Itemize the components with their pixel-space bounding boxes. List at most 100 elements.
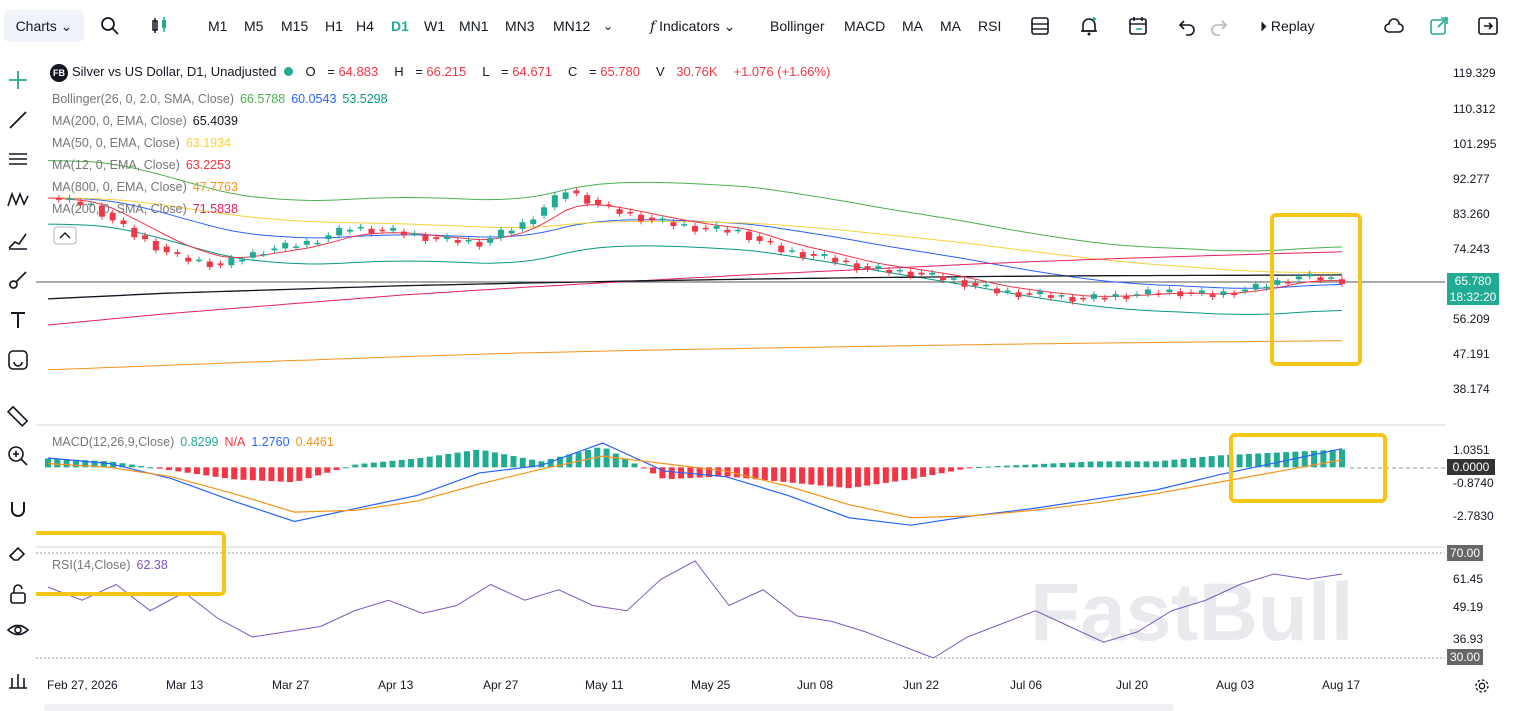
undo-icon[interactable] (1175, 14, 1199, 38)
charts-menu-button[interactable]: Charts ⌄ (4, 10, 84, 42)
candle-type-icon[interactable] (148, 14, 172, 38)
brush-icon[interactable] (6, 268, 30, 292)
macd-histogram-bar (1283, 452, 1290, 468)
macd-histogram-bar (622, 458, 629, 468)
chevron-down-icon[interactable]: ⌄ (603, 19, 614, 33)
shortcut-bollinger[interactable]: Bollinger (770, 18, 825, 34)
macd-histogram-bar (929, 467, 936, 476)
pattern-icon[interactable] (6, 188, 30, 212)
emoji-icon[interactable] (6, 348, 30, 372)
timeframe-m15[interactable]: M15 (281, 18, 309, 34)
indicators-button[interactable]: f Indicators ⌄ (650, 18, 736, 35)
timeframe-w1[interactable]: W1 (424, 18, 445, 34)
candle-body (228, 257, 235, 266)
redo-icon[interactable] (1207, 14, 1231, 38)
timeframe-mn1[interactable]: MN1 (459, 18, 489, 34)
price-axis[interactable]: 119.329 110.312 101.295 92.277 83.260 74… (1445, 52, 1513, 704)
symbol-title[interactable]: Silver vs US Dollar, D1, Unadjusted (72, 64, 277, 79)
bollinger-basis (47, 197, 1343, 289)
candle-body (260, 254, 267, 256)
macd-histogram-bar (799, 467, 806, 484)
shortcut-macd[interactable]: MACD (844, 18, 886, 34)
timeframe-h1[interactable]: H1 (325, 18, 343, 34)
symbol-badge: FB (50, 64, 68, 82)
rsi-line (47, 560, 1343, 659)
macd-histogram-bar (1311, 450, 1318, 468)
candle-body (692, 226, 698, 232)
timeframe-d1[interactable]: D1 (391, 18, 409, 34)
candle-body (875, 266, 882, 269)
horizontal-lines-icon[interactable] (6, 148, 30, 172)
macd-histogram-bar (668, 467, 675, 479)
eye-icon[interactable] (6, 618, 30, 642)
candle-body (185, 257, 192, 262)
timeframe-mn3[interactable]: MN3 (505, 18, 535, 34)
date-tick: Mar 13 (166, 678, 204, 692)
macd-histogram-bar (538, 461, 545, 468)
macd-legend[interactable]: MACD(12,26,9,Close) 0.8299 N/A 1.2760 0.4461 (52, 435, 340, 449)
candle-body (767, 240, 774, 243)
macd-histogram-bar (147, 467, 154, 469)
candle-body (929, 272, 936, 275)
macd-histogram-bar (296, 467, 303, 481)
candle-body (584, 195, 591, 204)
shortcut-ma-2[interactable]: MA (940, 18, 961, 34)
calendar-icon[interactable] (1126, 14, 1150, 38)
price-tick: 92.277 (1453, 172, 1490, 186)
share-icon[interactable] (1427, 14, 1451, 38)
timeframe-h4[interactable]: H4 (356, 18, 374, 34)
indicator-legend-4[interactable]: MA(800, 0, EMA, Close) 47.7763 (52, 180, 244, 194)
macd-histogram-bar (166, 467, 173, 470)
horizontal-scrollbar[interactable] (44, 704, 1174, 711)
macd-histogram-bar (426, 456, 433, 468)
text-icon[interactable] (6, 308, 30, 332)
macd-histogram-bar (63, 459, 70, 468)
timeframe-m1[interactable]: M1 (208, 18, 228, 34)
indicator-legend-2[interactable]: MA(50, 0, EMA, Close) 63.1934 (52, 136, 237, 150)
replay-button[interactable]: ⏵ Replay (1260, 10, 1314, 42)
object-tree-icon[interactable] (6, 668, 30, 692)
indicator-legend-5[interactable]: MA(200, 0, SMA, Close) 71.5838 (52, 202, 244, 216)
indicator-value: 53.5298 (342, 92, 388, 106)
prediction-icon[interactable] (6, 228, 30, 252)
fullscreen-exit-icon[interactable] (1476, 14, 1500, 38)
trend-line-icon[interactable] (6, 108, 30, 132)
collapse-legend-button[interactable] (53, 226, 77, 245)
chart-canvas[interactable]: FastBull (36, 52, 1445, 704)
candle-body (282, 242, 289, 249)
indicator-legend-1[interactable]: MA(200, 0, EMA, Close) 65.4039 (52, 114, 244, 128)
candle-body (1004, 290, 1011, 292)
macd-histogram-bar (342, 467, 349, 469)
magnet-icon[interactable] (6, 498, 30, 522)
candle-body (1015, 292, 1022, 297)
candle-body (206, 261, 213, 268)
timeframe-m5[interactable]: M5 (244, 18, 264, 34)
layout-icon[interactable] (1028, 14, 1052, 38)
indicator-label: MA(800, 0, EMA, Close) (52, 180, 187, 194)
lock-icon[interactable] (6, 582, 30, 606)
rsi-tick: 36.93 (1453, 632, 1484, 646)
candle-body (120, 220, 127, 225)
ruler-icon[interactable] (6, 404, 30, 428)
candle-body (616, 209, 623, 214)
macd-histogram-bar (854, 467, 861, 487)
price-tick: 47.191 (1453, 347, 1490, 361)
zoom-in-icon[interactable] (6, 444, 30, 468)
search-icon[interactable] (98, 14, 122, 38)
candle-body (1274, 280, 1281, 285)
macd-tick: -2.7830 (1453, 509, 1494, 523)
indicator-legend-0[interactable]: Bollinger(26, 0, 2.0, SMA, Close) 66.5788… (52, 92, 394, 106)
indicator-legend-3[interactable]: MA(12, 0, EMA, Close) 63.2253 (52, 158, 237, 172)
alert-bell-icon[interactable] (1077, 14, 1101, 38)
candle-body (778, 245, 785, 253)
date-tick: May 11 (585, 678, 624, 692)
candle-body (152, 240, 159, 251)
timeframe-mn12[interactable]: MN12 (553, 18, 591, 34)
shortcut-ma-1[interactable]: MA (902, 18, 923, 34)
rsi-legend[interactable]: RSI(14,Close) 62.38 (52, 558, 174, 572)
shortcut-rsi[interactable]: RSI (978, 18, 1002, 34)
cloud-icon[interactable] (1382, 14, 1406, 38)
crosshair-icon[interactable] (6, 68, 30, 92)
eraser-icon[interactable] (6, 540, 30, 564)
settings-gear-icon[interactable] (1474, 678, 1490, 694)
